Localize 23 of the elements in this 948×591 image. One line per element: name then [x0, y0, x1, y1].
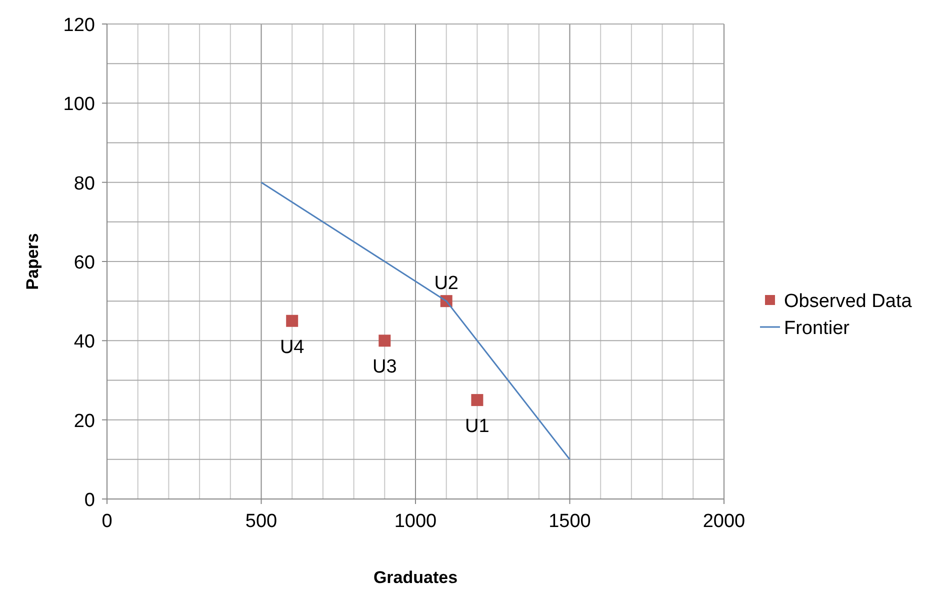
x-tick-label: 1500: [548, 511, 591, 532]
x-tick-label: 2000: [702, 511, 746, 532]
x-tick-label: 0: [102, 511, 112, 532]
y-axis-title: Papers: [23, 233, 42, 290]
annotation: U2: [434, 273, 458, 294]
annotation: U1: [465, 416, 490, 438]
y-tick-label: 60: [74, 252, 95, 274]
legend-label: Observed Data: [784, 291, 912, 312]
y-tick-label: 80: [74, 173, 95, 194]
annotation: U4: [280, 336, 305, 358]
annotation: U3: [372, 356, 397, 378]
y-tick-label: 40: [74, 332, 95, 353]
x-tick-label: 1000: [394, 511, 437, 532]
point: [286, 314, 298, 327]
y-tick-label: 120: [63, 15, 95, 36]
y-tick-label: 100: [63, 94, 95, 116]
x-tick-label: 500: [245, 511, 278, 532]
x-axis-title: Graduates: [373, 568, 458, 587]
point: [471, 394, 484, 406]
y-tick-label: 0: [84, 490, 95, 511]
legend-label: Frontier: [784, 318, 850, 339]
point: [378, 334, 391, 347]
y-tick-label: 20: [74, 410, 95, 432]
